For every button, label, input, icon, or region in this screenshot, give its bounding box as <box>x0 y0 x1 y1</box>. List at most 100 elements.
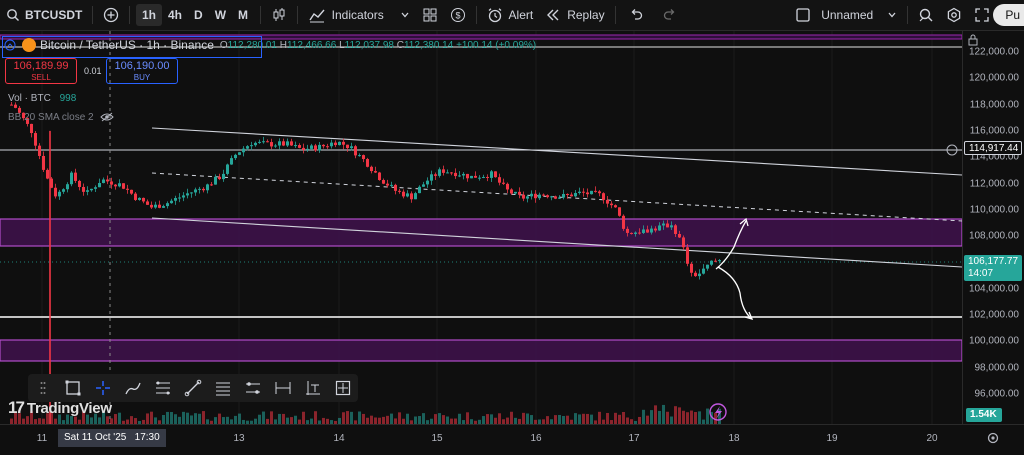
collapse-icon[interactable] <box>4 39 16 51</box>
volume-bar <box>394 418 397 424</box>
price-axis[interactable]: 122,000.00 120,000.00 118,000.00 116,000.00… <box>962 31 1024 424</box>
undo-button[interactable] <box>619 0 653 30</box>
volume-bar <box>546 416 549 424</box>
interval-w[interactable]: W <box>214 8 227 22</box>
candle <box>702 268 705 274</box>
candle <box>166 203 169 207</box>
replay-icon <box>547 9 559 21</box>
gann-tool-icon[interactable] <box>238 374 268 402</box>
sell-label: SELL <box>31 73 51 82</box>
drawing-toolbar <box>28 374 358 402</box>
price-axis-label: 108,000.00 <box>968 230 1019 242</box>
volume-bar <box>522 412 525 424</box>
time-axis-label: 15 <box>431 433 443 444</box>
chevron-down-icon <box>888 12 896 18</box>
measure-tool-icon[interactable] <box>328 374 358 402</box>
candle <box>10 104 13 106</box>
volume-bar <box>294 415 297 424</box>
interval-m[interactable]: M <box>238 8 249 22</box>
candle <box>102 179 105 184</box>
channel-lower-line <box>151 217 962 268</box>
interval-1h[interactable]: 1h <box>135 4 162 26</box>
indicators-button[interactable]: Indicators <box>302 0 416 30</box>
volume-bar <box>54 418 57 424</box>
volume-bar <box>250 420 253 424</box>
redo-button[interactable] <box>653 0 687 30</box>
fullscreen-button[interactable] <box>968 0 996 30</box>
crosshair-tool-icon[interactable] <box>88 374 118 402</box>
bearish-arrow-head <box>744 311 754 321</box>
volume-bar <box>230 419 233 424</box>
volume-bar <box>254 418 257 424</box>
volume-bar <box>266 418 269 424</box>
drag-handle-icon[interactable] <box>28 374 58 402</box>
brush-tool-icon[interactable] <box>118 374 148 402</box>
svg-text:$: $ <box>455 11 460 21</box>
volume-bar <box>346 411 349 424</box>
volume-bar <box>630 419 633 424</box>
lock-icon[interactable] <box>967 34 979 46</box>
symbol-search[interactable]: BTCUSDT <box>0 0 88 30</box>
alert-button[interactable]: Alert <box>481 0 540 30</box>
time-axis-label: 13 <box>233 433 245 444</box>
candle <box>78 180 81 187</box>
settings-icon[interactable] <box>986 431 1000 445</box>
volume-bar <box>654 405 657 424</box>
pitchfork-tool-icon[interactable] <box>268 374 298 402</box>
quick-search-button[interactable] <box>912 0 940 30</box>
channel-upper-line <box>151 127 962 176</box>
candle <box>378 172 381 181</box>
time-axis[interactable]: Sat 11 Oct '25 17:30 11 13 14 15 16 17 18 19 20 <box>0 424 1024 455</box>
chart-type-button[interactable] <box>265 0 293 30</box>
candle <box>118 183 121 187</box>
volume-bar <box>226 416 229 424</box>
candle <box>394 184 397 191</box>
volume-bar <box>482 416 485 424</box>
sell-button[interactable]: 106,189.99 SELL <box>5 58 77 84</box>
resistance-zone <box>0 34 962 40</box>
bb-indicator-label: BB 20 SMA close 2 <box>8 112 94 123</box>
volume-bar <box>506 417 509 424</box>
volume-bar <box>178 416 181 424</box>
volume-bar <box>98 417 101 424</box>
trendline-tool-icon[interactable] <box>178 374 208 402</box>
templates-icon <box>423 8 437 22</box>
replay-button[interactable]: Replay <box>539 0 610 30</box>
candle <box>170 200 173 204</box>
candle <box>598 191 601 194</box>
compare-symbol-button[interactable] <box>97 0 125 30</box>
candle <box>486 176 489 178</box>
volume-bar <box>378 417 381 424</box>
bb-indicator-legend[interactable]: BB 20 SMA close 2 <box>8 112 115 123</box>
interval-4h[interactable]: 4h <box>168 8 183 22</box>
volume-bar <box>698 411 701 424</box>
volume-bar <box>358 411 361 424</box>
flash-icon-bolt <box>715 406 722 419</box>
settings-button[interactable] <box>940 0 968 30</box>
strategy-button[interactable]: $ <box>444 0 472 30</box>
fib-tool-icon[interactable] <box>148 374 178 402</box>
candle <box>114 184 117 187</box>
price-chart[interactable] <box>0 31 962 424</box>
candle <box>138 197 141 200</box>
eye-off-icon[interactable] <box>100 112 115 122</box>
volume-bar <box>618 414 621 424</box>
flash-icon[interactable] <box>709 403 727 421</box>
candle <box>510 189 513 194</box>
volume-bar <box>626 417 629 424</box>
volume-bar <box>614 412 617 424</box>
templates-button[interactable] <box>416 0 444 30</box>
layout-button[interactable]: Unnamed <box>789 0 903 30</box>
candle <box>54 187 57 197</box>
price-line-plus-icon[interactable] <box>946 144 958 156</box>
parallel-channel-tool-icon[interactable] <box>208 374 238 402</box>
date-range-tool-icon[interactable] <box>298 374 328 402</box>
interval-d[interactable]: D <box>194 8 203 22</box>
buy-button[interactable]: 106,190.00 BUY <box>106 58 178 84</box>
volume-indicator-legend[interactable]: Vol · BTC 998 <box>8 93 76 104</box>
candle <box>186 193 189 196</box>
candle <box>210 184 213 186</box>
candle <box>530 193 533 197</box>
select-tool-icon[interactable] <box>58 374 88 402</box>
publish-button[interactable]: Pu <box>993 4 1024 26</box>
